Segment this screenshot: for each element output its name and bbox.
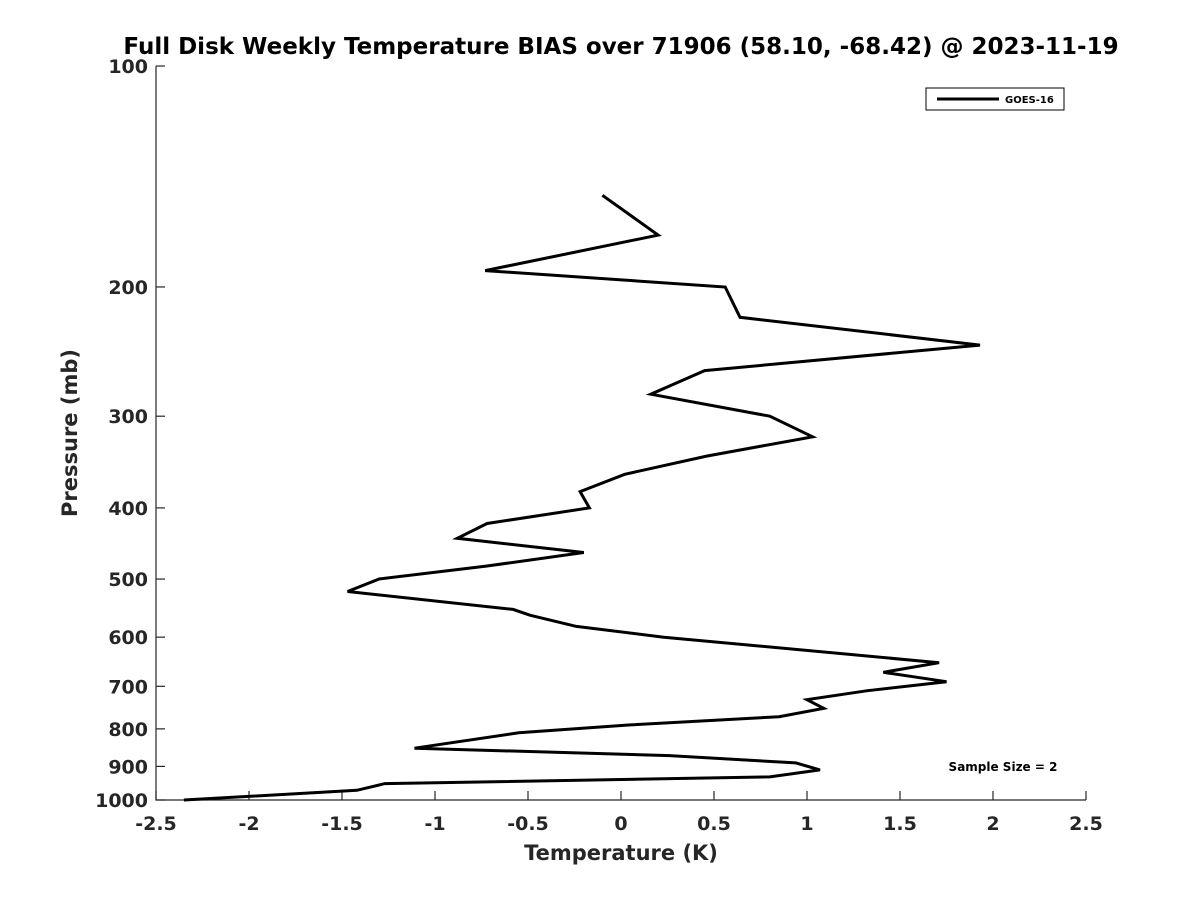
x-tick-label: 1.5: [883, 813, 917, 835]
x-tick-label: 0: [614, 813, 627, 835]
legend-entry-goes-16: GOES-16: [1005, 95, 1054, 106]
y-tick-label: 300: [108, 406, 148, 428]
x-tick-label: -2: [238, 813, 259, 835]
x-tick-label: 2.5: [1069, 813, 1103, 835]
y-tick-label: 600: [108, 627, 148, 649]
y-tick-label: 400: [108, 498, 148, 520]
y-tick-label: 900: [108, 756, 148, 778]
x-axis-label: Temperature (K): [524, 841, 718, 865]
y-tick-label: 700: [108, 676, 148, 698]
x-tick-label: -1.5: [321, 813, 363, 835]
x-tick-label: 1: [800, 813, 813, 835]
x-tick-label: 2: [986, 813, 999, 835]
y-tick-label: 200: [108, 277, 148, 299]
y-tick-label: 500: [108, 569, 148, 591]
x-tick-label: -0.5: [507, 813, 549, 835]
chart-title: Full Disk Weekly Temperature BIAS over 7…: [123, 34, 1118, 60]
y-axis-label: Pressure (mb): [58, 349, 82, 517]
x-tick-label: -2.5: [135, 813, 177, 835]
x-axis: -2.5 -2 -1.5 -1 -0.5 0 0.5 1 1.5 2 2.5: [135, 791, 1103, 835]
y-tick-label: 100: [108, 56, 148, 78]
sample-size-annotation: Sample Size = 2: [949, 760, 1058, 774]
plot-area: -2.5 -2 -1.5 -1 -0.5 0 0.5 1 1.5 2 2.5 100 200 300 40…: [95, 56, 1103, 835]
y-tick-label: 800: [108, 719, 148, 741]
x-tick-label: 0.5: [697, 813, 731, 835]
legend: GOES-16: [925, 87, 1065, 111]
x-tick-label: -1: [424, 813, 445, 835]
y-axis: 100 200 300 400 500 600 700 800 900 1000: [95, 56, 165, 812]
goes-16-series-line: [183, 194, 981, 802]
y-tick-label: 1000: [95, 790, 148, 812]
